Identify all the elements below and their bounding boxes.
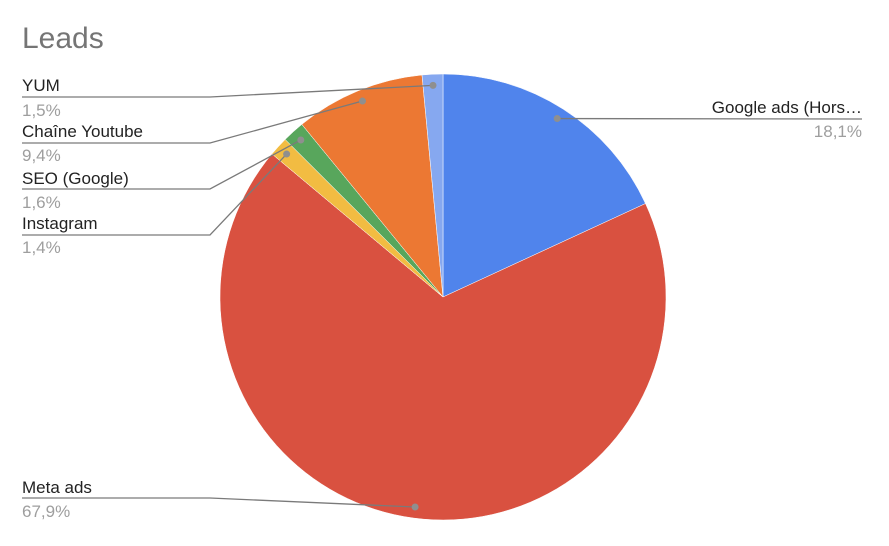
slice-google-ads-hors[interactable] bbox=[442, 73, 646, 298]
leader-line bbox=[22, 139, 302, 190]
leader-line bbox=[22, 100, 363, 144]
chart-title: Leads bbox=[22, 22, 104, 55]
slice-cha-ne-youtube[interactable] bbox=[301, 74, 444, 298]
leader-dot bbox=[358, 97, 366, 105]
leader-dot bbox=[297, 136, 305, 144]
slice-label: SEO (Google) bbox=[22, 169, 129, 188]
slice-meta-ads[interactable] bbox=[219, 153, 667, 521]
leader-dot bbox=[553, 115, 561, 123]
leader-dot bbox=[429, 81, 437, 89]
leader-dot bbox=[411, 503, 419, 511]
slice-label: Meta ads bbox=[22, 478, 92, 497]
slice-percent: 9,4% bbox=[22, 146, 61, 165]
leader-line bbox=[22, 84, 434, 98]
slice-label: YUM bbox=[22, 76, 60, 95]
slice-percent: 1,5% bbox=[22, 101, 61, 120]
slice-label: Google ads (Hors… bbox=[712, 98, 862, 117]
slice-label: Chaîne Youtube bbox=[22, 122, 143, 141]
leader-line bbox=[22, 497, 416, 508]
slice-percent: 1,4% bbox=[22, 238, 61, 257]
slice-yum[interactable] bbox=[421, 73, 444, 298]
slice-percent: 1,6% bbox=[22, 193, 61, 212]
slice-percent: 18,1% bbox=[814, 122, 862, 141]
slice-percent: 67,9% bbox=[22, 502, 70, 521]
slice-label: Instagram bbox=[22, 214, 98, 233]
leader-dot bbox=[283, 150, 291, 158]
leader-line bbox=[22, 153, 288, 236]
